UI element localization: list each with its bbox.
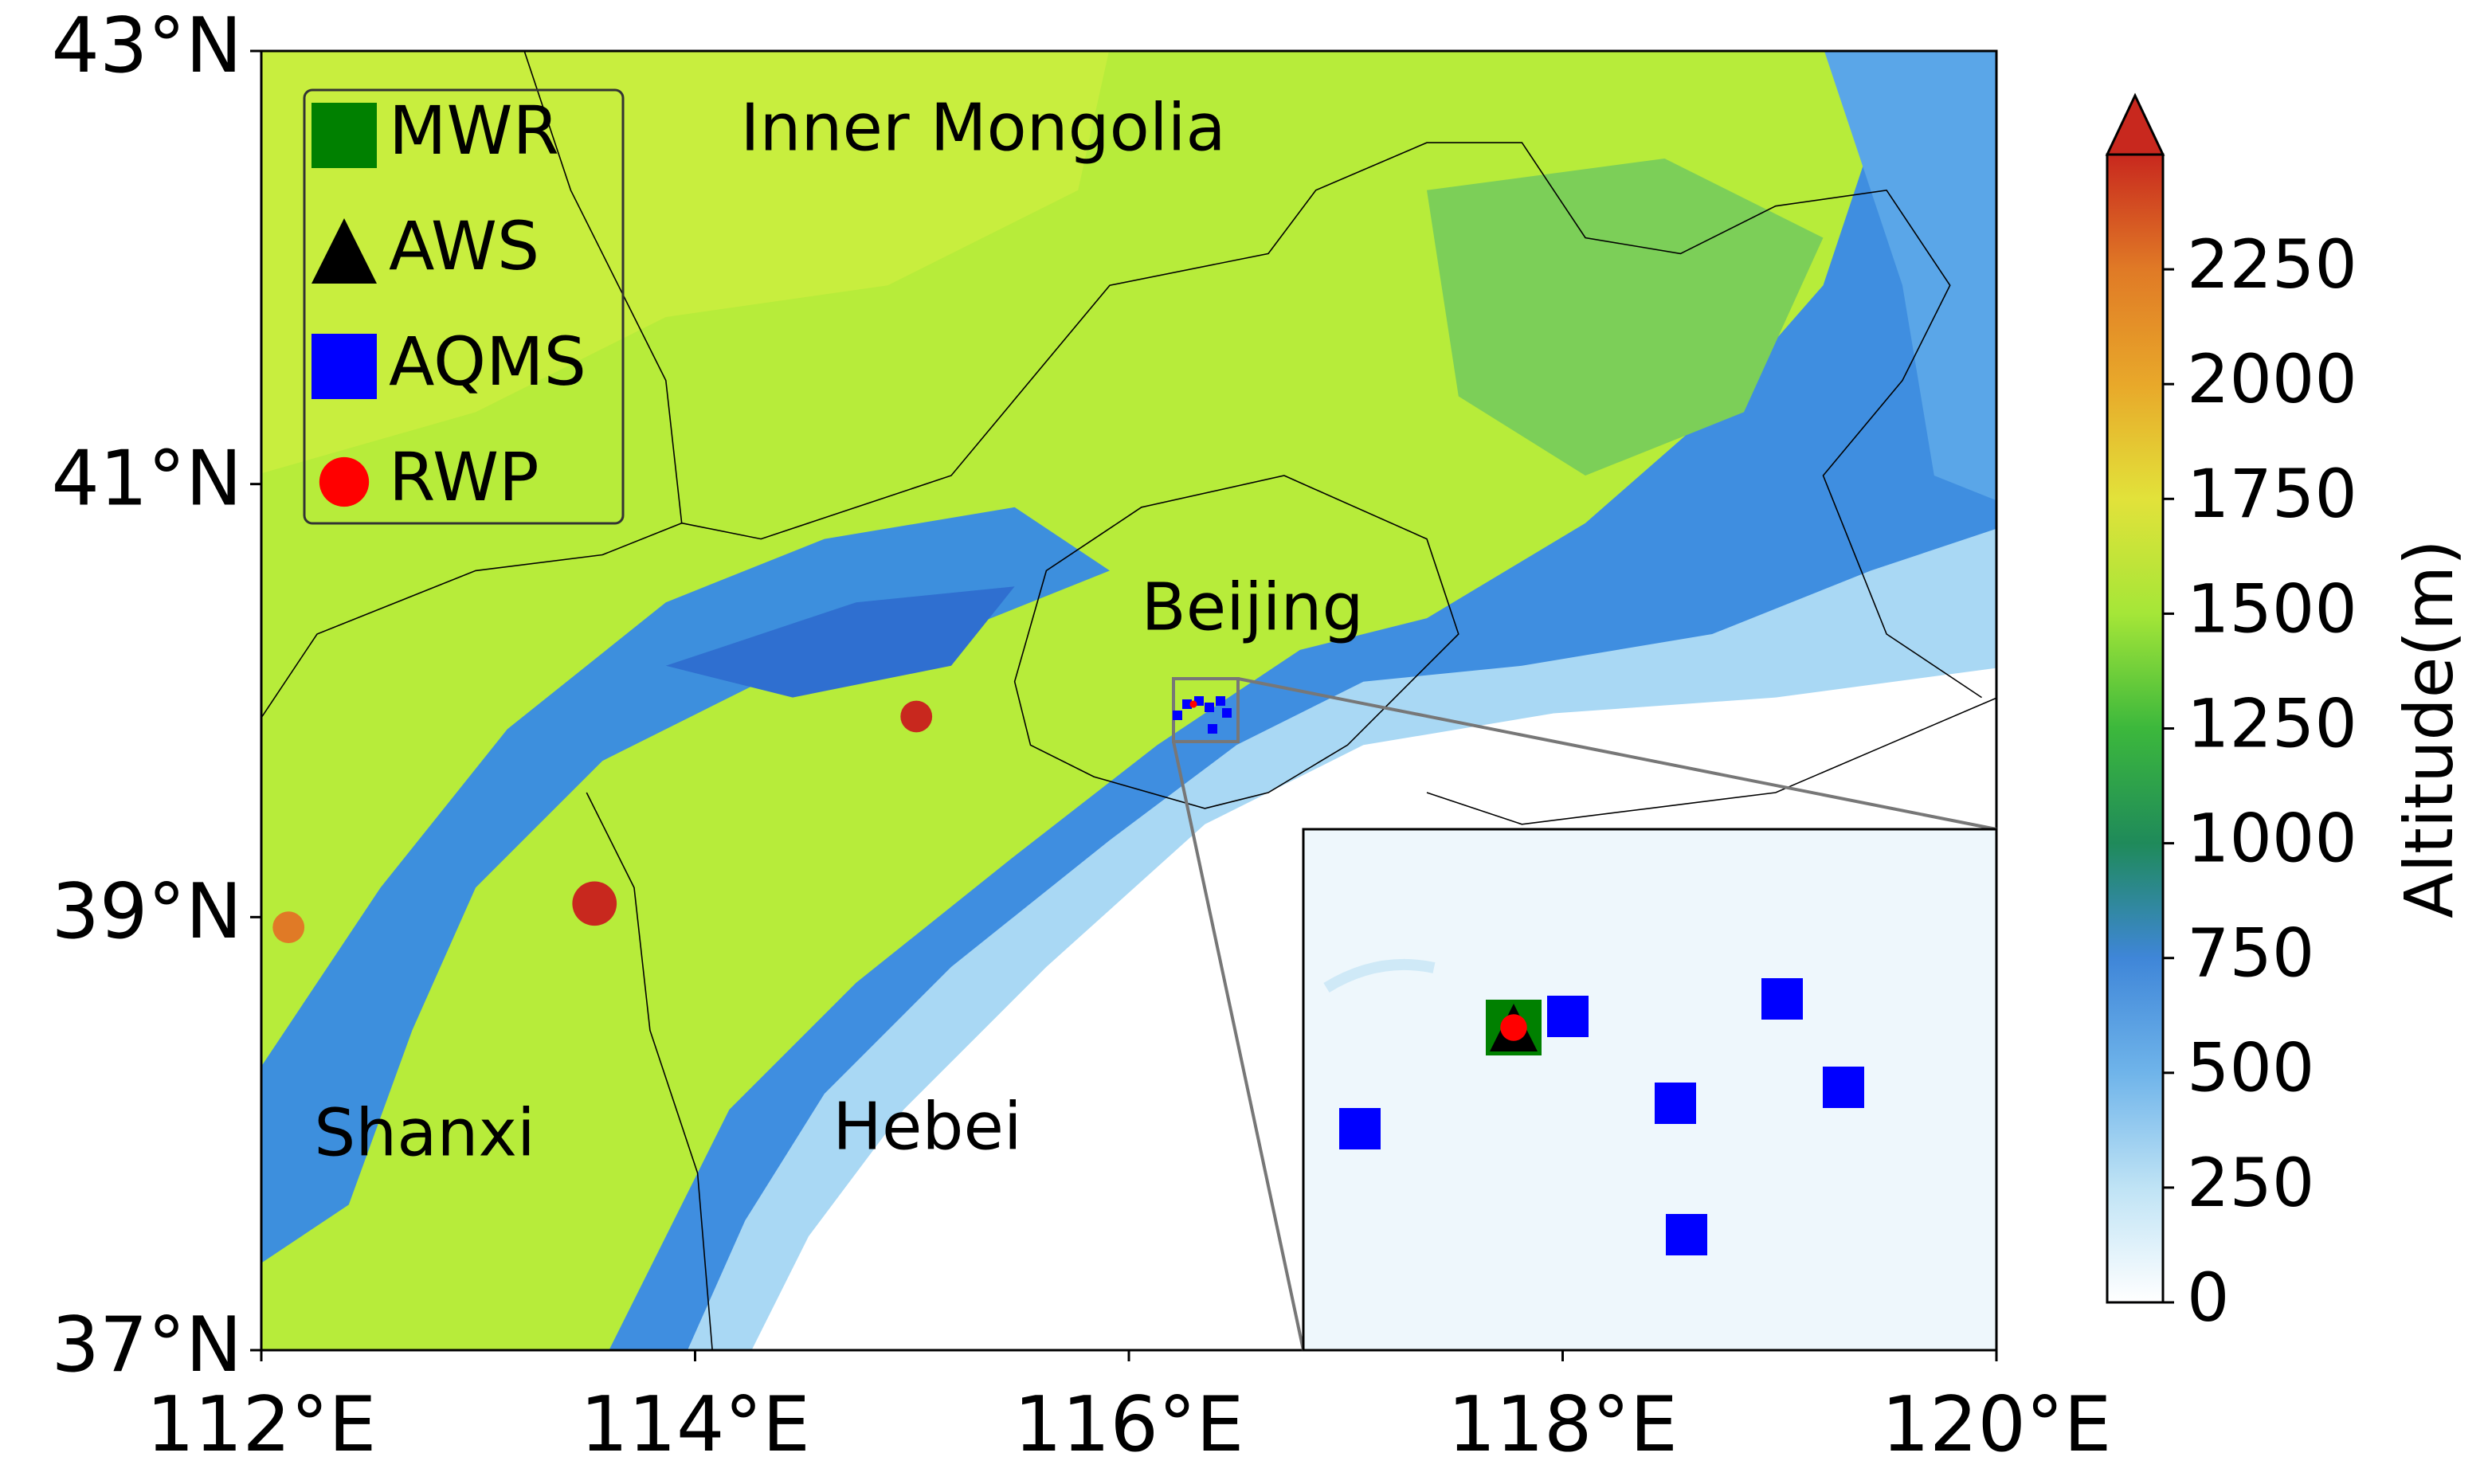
colorbar-tick-label: 1500	[2187, 570, 2357, 648]
region-label: Beijing	[1141, 570, 1363, 645]
marker-square	[1547, 996, 1589, 1037]
y-tick-label: 37°N	[52, 1302, 242, 1389]
marker-triangle	[311, 218, 377, 284]
x-tick-label: 112°E	[147, 1381, 377, 1469]
colorbar-tick-label: 0	[2187, 1259, 2229, 1337]
legend-label: AQMS	[389, 323, 586, 401]
marker-square	[1208, 724, 1217, 734]
colorbar-label: Altitude(m)	[2390, 539, 2468, 918]
colorbar-tick-label: 500	[2187, 1029, 2314, 1107]
zoom-indicator	[1172, 677, 1997, 1351]
y-tick-label: 39°N	[52, 868, 242, 956]
marker-square	[1339, 1108, 1381, 1149]
marker-square	[311, 334, 377, 399]
x-tick-label: 114°E	[580, 1381, 810, 1469]
colorbar	[2106, 153, 2165, 1304]
colorbar-tick-label: 2000	[2187, 340, 2357, 418]
marker-square	[1823, 1067, 1864, 1108]
colorbar-tick-label: 2250	[2187, 225, 2357, 303]
marker-circle	[1500, 1014, 1527, 1041]
marker-circle	[319, 456, 370, 507]
marker-circle	[1189, 700, 1197, 708]
region-label: Hebei	[833, 1089, 1021, 1165]
colorbar-extend	[2105, 92, 2165, 156]
colorbar-tick-label: 1750	[2187, 455, 2357, 533]
marker-square	[1222, 708, 1232, 718]
marker-square	[1205, 703, 1214, 712]
region-label: Inner Mongolia	[740, 90, 1225, 166]
marker-square	[1182, 699, 1192, 709]
colorbar-tick-label: 750	[2187, 914, 2314, 993]
legend-label: RWP	[389, 438, 539, 516]
marker-square	[1655, 1083, 1696, 1124]
colorbar-tick-label: 1000	[2187, 800, 2357, 878]
marker-square	[311, 103, 377, 168]
legend-label: AWS	[389, 207, 539, 285]
marker-square	[1173, 711, 1182, 720]
y-tick-label: 41°N	[52, 436, 242, 523]
x-tick-label: 120°E	[1882, 1381, 2112, 1469]
marker-square	[1761, 978, 1803, 1020]
legend-label: MWR	[389, 92, 559, 170]
inset-map	[1302, 828, 1998, 1352]
marker-square	[1216, 696, 1225, 706]
colorbar-tick-label: 250	[2187, 1144, 2314, 1222]
region-label: Shanxi	[314, 1095, 535, 1171]
y-tick-label: 43°N	[52, 2, 242, 90]
colorbar-tick-label: 1250	[2187, 684, 2357, 762]
legend: MWR AWS AQMS RWP	[303, 88, 625, 525]
x-tick-label: 118°E	[1448, 1381, 1678, 1469]
marker-square	[1666, 1214, 1707, 1255]
x-tick-label: 116°E	[1014, 1381, 1244, 1469]
